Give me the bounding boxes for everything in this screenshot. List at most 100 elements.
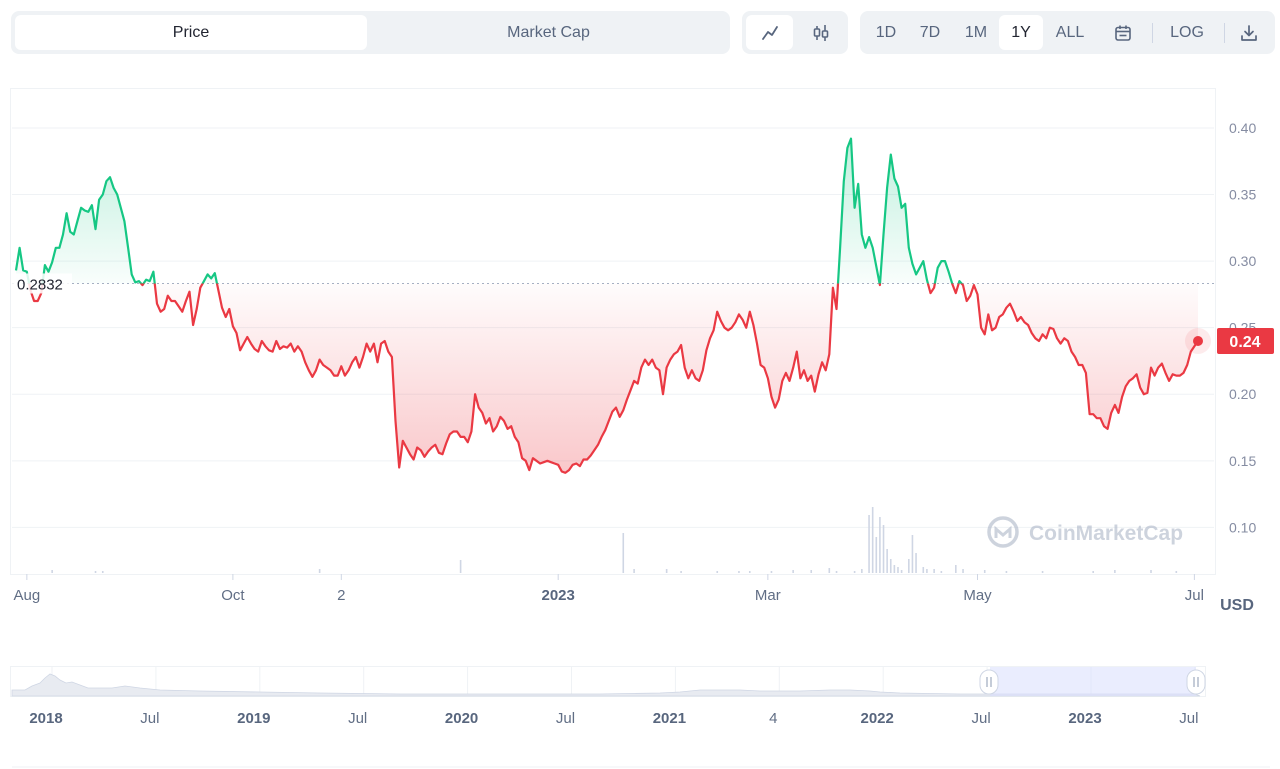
volume-bar: [459, 560, 462, 573]
volume-bar: [955, 565, 957, 573]
range-all-button[interactable]: ALL: [1055, 23, 1085, 41]
navigator-tick-label: 2021: [653, 710, 686, 727]
navigator-mini-area: [11, 673, 1201, 697]
volume-bar: [853, 571, 856, 573]
y-tick-label: 0.15: [1229, 453, 1256, 469]
volume-bar: [879, 517, 881, 573]
volume-bar: [861, 569, 863, 573]
volume-bar: [633, 569, 635, 573]
svg-text:0.24: 0.24: [1229, 334, 1260, 351]
toolbar-divider: [1224, 23, 1225, 43]
navigator-axis: 2018 Jul 2019 Jul 2020 Jul 2021 4 2022 Jul 2023 Jul: [29, 710, 1198, 727]
plot-frame: [10, 88, 1216, 575]
x-tick-label: May: [963, 587, 992, 604]
toolbar-divider: [1152, 23, 1153, 43]
candlestick-icon: [811, 23, 831, 43]
volume-bar: [94, 571, 97, 573]
volume-bar: [915, 553, 917, 573]
volume-bar: [748, 571, 751, 573]
navigator-tick-label: Jul: [140, 710, 159, 727]
volume-bar: [828, 568, 831, 573]
baseline-label: 0.2832: [12, 273, 72, 294]
volume-bar: [680, 571, 682, 573]
y-tick-label: 0.10: [1229, 519, 1256, 535]
volume-bar: [897, 567, 899, 573]
range-1d-button[interactable]: 1D: [875, 23, 897, 41]
download-button[interactable]: [1230, 15, 1268, 50]
navigator-selection[interactable]: [990, 667, 1196, 696]
volume-bar: [926, 569, 928, 573]
navigator-handle-right[interactable]: [1186, 669, 1206, 695]
line-chart-button[interactable]: [746, 15, 793, 50]
x-tick-label: 2: [337, 587, 345, 604]
volume-bar: [868, 515, 870, 573]
y-axis: 0.100.150.200.250.300.350.40: [1229, 120, 1256, 535]
tab-price[interactable]: Price: [15, 15, 367, 50]
line-chart-icon: [761, 25, 779, 41]
range-7d-button[interactable]: 7D: [919, 23, 941, 41]
area-above-baseline: [16, 138, 1198, 284]
volume-bar: [875, 537, 878, 573]
navigator-tick-label: Jul: [972, 710, 991, 727]
volume-bar: [871, 507, 874, 573]
volume-bar: [1041, 571, 1044, 573]
volume-bar: [886, 549, 888, 573]
range-1y-button[interactable]: 1Y: [999, 15, 1043, 50]
navigator-tick-label: Jul: [1179, 710, 1198, 727]
volume-bar: [889, 559, 892, 573]
volume-bar: [1092, 571, 1094, 573]
volume-bar: [622, 533, 625, 573]
volume-bar: [51, 570, 53, 573]
volume-bar: [810, 570, 813, 573]
y-tick-label: 0.20: [1229, 386, 1256, 402]
watermark: CoinMarketCap: [987, 516, 1183, 548]
volume-bar: [101, 571, 104, 573]
price-line-up: [14, 137, 964, 284]
volume-bar: [962, 569, 964, 573]
chart-style-toggle: [742, 11, 848, 54]
volume-bar: [908, 559, 910, 573]
navigator-tick-label: 2018: [29, 710, 62, 727]
volume-bar: [911, 535, 914, 573]
navigator-tick-label: Jul: [348, 710, 367, 727]
candlestick-button[interactable]: [797, 15, 844, 50]
navigator-tick-label: 2019: [237, 710, 270, 727]
x-tick-label: 2023: [542, 587, 575, 604]
volume-bar: [716, 571, 719, 573]
volume-bar: [893, 565, 896, 573]
date-picker-button[interactable]: [1103, 15, 1143, 50]
x-tick-label: Mar: [755, 587, 781, 604]
volume-bar: [1175, 571, 1178, 573]
calendar-icon: [1114, 24, 1132, 42]
x-tick-label: Oct: [221, 587, 245, 604]
price-marketcap-toggle: Price Market Cap: [11, 11, 730, 54]
tab-market-cap[interactable]: Market Cap: [507, 23, 590, 41]
navigator-handle-left[interactable]: [979, 669, 999, 695]
navigator-tick-label: 2022: [861, 710, 894, 727]
watermark-text: CoinMarketCap: [1029, 522, 1183, 545]
navigator-tick-label: Jul: [556, 710, 575, 727]
range-navigator[interactable]: 2018 Jul 2019 Jul 2020 Jul 2021 4 2022 Jul 2023 Jul: [10, 666, 1206, 728]
y-tick-label: 0.35: [1229, 187, 1256, 203]
volume-bar: [835, 571, 838, 573]
y-tick-label: 0.30: [1229, 253, 1256, 269]
volume-bar: [983, 570, 986, 573]
range-1m-button[interactable]: 1M: [964, 23, 988, 41]
currency-label: USD: [1220, 597, 1254, 614]
current-price-dot: [1193, 335, 1203, 346]
area-below-baseline: [29, 283, 1198, 473]
volume-bar: [900, 570, 903, 573]
volume-bar: [940, 571, 943, 573]
log-scale-button[interactable]: LOG: [1170, 23, 1204, 41]
range-selector: 1D 7D 1M 1Y ALL LOG: [860, 11, 1275, 54]
volume-bars: [51, 507, 1178, 573]
current-price-label: 0.24: [1217, 327, 1274, 354]
x-axis: Aug Oct 2 2023 Mar May Jul: [13, 574, 1204, 604]
volume-bar: [665, 569, 668, 573]
volume-bar: [1114, 570, 1116, 573]
volume-bar: [770, 571, 773, 573]
volume-bar: [1005, 571, 1008, 573]
volume-bar: [792, 570, 794, 573]
svg-text:0.2832: 0.2832: [17, 276, 63, 293]
